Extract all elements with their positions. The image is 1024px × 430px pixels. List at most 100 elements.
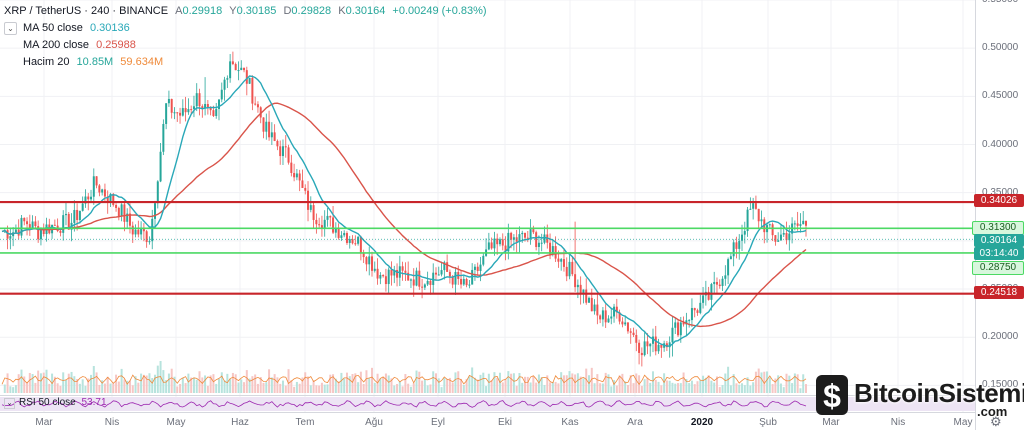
volume-bar — [396, 384, 399, 393]
ma50-row[interactable]: ⌄ MA 50 close 0.30136 — [4, 20, 487, 37]
candle-body — [318, 224, 321, 226]
candle-body — [407, 272, 410, 281]
volume-bar — [568, 371, 571, 393]
candle-body — [270, 132, 273, 138]
candle-body — [451, 276, 454, 285]
volume-bar — [12, 387, 15, 393]
candle-body — [162, 123, 165, 152]
volume-bar — [529, 382, 532, 393]
volume-bar — [518, 373, 521, 393]
volume-bar — [142, 374, 145, 393]
time-tick-label: May — [953, 417, 973, 428]
candle-body — [738, 240, 741, 249]
candle-body — [779, 234, 782, 241]
candle-body — [657, 344, 660, 352]
candle-body — [390, 269, 393, 276]
candle-body — [585, 289, 588, 303]
symbol-title[interactable]: XRP / TetherUS · 240 · BINANCE — [4, 5, 169, 17]
volume-bar — [457, 371, 460, 393]
rsi-legend[interactable]: ⌄ RSI 50 close 53.71 — [4, 397, 107, 409]
candle-body — [479, 264, 482, 271]
volume-bar — [779, 383, 782, 393]
volume-bar — [195, 379, 198, 393]
candle-body — [768, 224, 771, 226]
candle-body — [148, 241, 151, 243]
upper-range-price-label: 0.31300 — [972, 221, 1024, 235]
bitcoinsistemi-watermark: $ BitcoinSistemi .com — [812, 372, 1024, 422]
candle-body — [23, 217, 26, 222]
volume-ma-line — [1, 374, 807, 386]
candle-body — [290, 162, 293, 174]
volume-bar — [757, 368, 760, 393]
candle-body — [201, 106, 204, 109]
volume-bar — [140, 373, 143, 393]
volume-bar — [37, 370, 40, 393]
chart-legend: XRP / TetherUS · 240 · BINANCE A0.29918 … — [4, 3, 487, 71]
candle-body — [674, 322, 677, 328]
candle-body — [412, 279, 415, 286]
candle-body — [173, 112, 176, 114]
candle-body — [90, 196, 93, 200]
candle-body — [293, 173, 296, 178]
volume-bar — [134, 376, 137, 393]
volume-row[interactable]: Hacim 20 10.85M 59.634M — [4, 54, 487, 71]
candle-body — [95, 176, 98, 186]
volume-bar — [752, 382, 755, 393]
candle-body — [543, 234, 546, 243]
collapse-legend-icon[interactable]: ⌄ — [4, 22, 17, 35]
volume-bar — [226, 373, 229, 393]
candle-body — [320, 225, 323, 229]
svg-text:$: $ — [823, 378, 841, 414]
ma200-row[interactable]: MA 200 close 0.25988 — [4, 37, 487, 54]
candle-body — [92, 176, 95, 197]
candle-body — [357, 236, 360, 244]
volume-bar — [699, 380, 702, 393]
candle-body — [754, 203, 757, 209]
volume-bar — [749, 385, 752, 393]
collapse-rsi-icon[interactable]: ⌄ — [4, 398, 15, 409]
volume-bar — [98, 384, 101, 393]
volume-bar — [128, 380, 131, 393]
candle-body — [760, 219, 763, 222]
volume-bar — [48, 383, 51, 393]
candle-body — [490, 242, 493, 249]
candle-body — [195, 93, 198, 107]
candle-body — [465, 279, 468, 286]
candle-body — [588, 297, 591, 303]
volume-bar — [298, 383, 301, 393]
candle-body — [593, 304, 596, 312]
ma50-line — [1, 75, 807, 347]
volume-bar — [312, 380, 315, 393]
price-tick-label: 0.55000 — [982, 0, 1018, 5]
volume-bar — [387, 375, 390, 393]
candle-body — [59, 231, 62, 233]
lower-range-price-label: 0.28750 — [972, 261, 1024, 275]
volume-bar — [201, 377, 204, 393]
volume-bar — [131, 385, 134, 393]
candle-body — [379, 274, 382, 279]
volume-bar — [485, 386, 488, 393]
settings-gear-icon[interactable]: ⚙ — [990, 414, 1002, 429]
volume-bar — [334, 378, 337, 393]
candle-body — [718, 284, 721, 287]
volume-bar — [245, 370, 248, 393]
candle-body — [351, 239, 354, 244]
volume-bar — [626, 384, 629, 393]
volume-label: Hacim 20 — [23, 56, 70, 68]
candle-body — [365, 257, 368, 265]
candle-body — [190, 109, 193, 111]
candle-body — [741, 234, 744, 241]
volume-bar — [685, 379, 688, 393]
volume-bar — [482, 372, 485, 393]
symbol-row: XRP / TetherUS · 240 · BINANCE A0.29918 … — [4, 3, 487, 20]
candle-body — [106, 196, 109, 203]
candle-body — [665, 343, 668, 348]
volume-bar — [62, 372, 65, 393]
volume-bar — [220, 372, 223, 393]
watermark-brand: BitcoinSistemi — [854, 378, 1024, 408]
candle-body — [532, 229, 535, 233]
volume-bar — [512, 373, 515, 393]
candle-body — [643, 341, 646, 356]
candle-body — [418, 270, 421, 287]
